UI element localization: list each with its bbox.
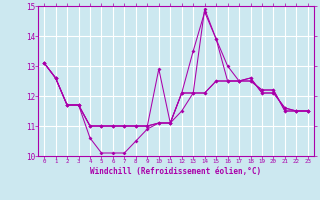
X-axis label: Windchill (Refroidissement éolien,°C): Windchill (Refroidissement éolien,°C) bbox=[91, 167, 261, 176]
